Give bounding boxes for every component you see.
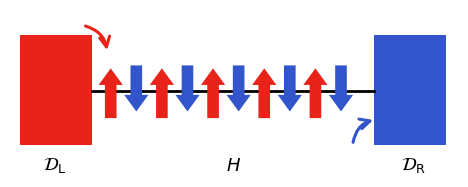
Text: $\mathcal{D}_\mathrm{R}$: $\mathcal{D}_\mathrm{R}$ — [401, 156, 426, 174]
FancyArrow shape — [278, 65, 302, 111]
FancyArrow shape — [124, 65, 148, 111]
FancyArrow shape — [99, 68, 123, 118]
FancyArrow shape — [329, 65, 353, 111]
FancyArrow shape — [176, 65, 199, 111]
FancyArrow shape — [303, 68, 328, 118]
FancyBboxPatch shape — [373, 35, 446, 145]
FancyBboxPatch shape — [20, 35, 92, 145]
Text: $H$: $H$ — [227, 157, 241, 174]
FancyArrow shape — [201, 68, 225, 118]
FancyArrow shape — [150, 68, 174, 118]
FancyArrow shape — [252, 68, 276, 118]
Text: $\mathcal{D}_\mathrm{L}$: $\mathcal{D}_\mathrm{L}$ — [43, 156, 66, 174]
FancyArrow shape — [227, 65, 251, 111]
